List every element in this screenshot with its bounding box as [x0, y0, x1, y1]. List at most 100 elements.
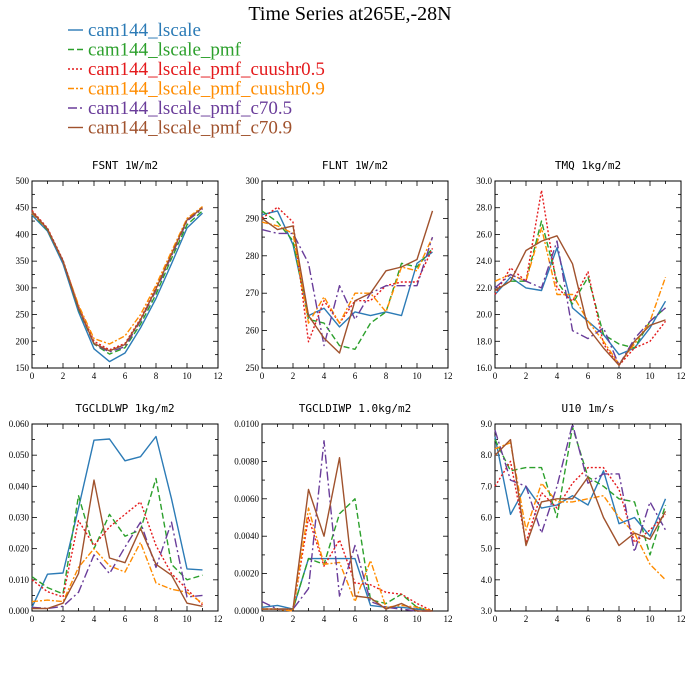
legend-label: cam144_lscale_pmf	[88, 40, 242, 61]
series-line	[262, 507, 433, 612]
legend-label: cam144_lscale_pmf_c70.5	[88, 98, 292, 119]
x-tick-label: 10	[413, 371, 423, 381]
series-line	[31, 208, 203, 353]
x-tick-label: 4	[92, 371, 97, 381]
series-line	[261, 210, 434, 350]
y-tick-label: 7.0	[481, 481, 493, 491]
x-tick-label: 6	[586, 371, 591, 381]
series-line	[494, 227, 667, 365]
y-tick-label: 0.0040	[234, 531, 259, 541]
x-tick-label: 4	[322, 614, 327, 624]
chart-panel: U10 1m/s 0 2 4 6 8 10 12 3.0 4.0 5.0 6.0 7.0 8.0 9.0	[481, 402, 686, 624]
series-line	[262, 498, 433, 612]
y-tick-label: 270	[246, 288, 260, 298]
series-line	[494, 423, 667, 553]
y-tick-label: 500	[16, 176, 30, 186]
panel-title: FSNT 1W/m2	[92, 159, 158, 172]
series-line	[261, 228, 434, 347]
y-tick-label: 250	[246, 363, 260, 373]
chart-panel: TGCLDIWP 1.0kg/m2 0 2 4 6 8 10 12 0.0000 0.0020 0.…	[234, 402, 452, 624]
chart-panel: FLNT 1W/m2 0 2 4 6 8 10 12 250 260 270 280 290 300	[246, 159, 453, 381]
y-tick-label: 0.0080	[234, 456, 259, 466]
y-tick-label: 250	[16, 310, 30, 320]
x-tick-label: 2	[524, 614, 529, 624]
y-tick-label: 8.0	[481, 450, 493, 460]
series-line	[494, 235, 666, 366]
x-tick-label: 6	[123, 614, 128, 624]
y-tick-label: 450	[16, 203, 30, 213]
series-line	[494, 438, 667, 547]
y-tick-label: 16.0	[476, 363, 492, 373]
y-tick-label: 0.030	[9, 513, 30, 523]
chart-panel: TMQ 1kg/m2 0 2 4 6 8 10 12 16.0 18.0 20.0 22.0 24.0 2…	[476, 159, 685, 381]
y-tick-label: 280	[246, 251, 260, 261]
legend-item: cam144_lscale_pmf_c70.9	[68, 118, 292, 139]
legend-label: cam144_lscale_pmf_cuushr0.9	[88, 79, 325, 100]
y-tick-label: 200	[16, 336, 30, 346]
x-tick-label: 0	[493, 371, 498, 381]
series-line	[261, 557, 433, 612]
series-line	[494, 460, 666, 544]
y-tick-label: 0.020	[9, 544, 30, 554]
x-tick-label: 4	[555, 371, 560, 381]
y-tick-label: 26.0	[476, 229, 492, 239]
legend-label: cam144_lscale_pmf_c70.9	[88, 118, 292, 139]
x-tick-label: 8	[617, 371, 622, 381]
series-line	[31, 477, 203, 595]
series-line	[261, 221, 434, 324]
x-tick-label: 4	[555, 614, 560, 624]
plot-frame	[494, 423, 682, 612]
panel-title: TMQ 1kg/m2	[555, 159, 621, 172]
y-tick-label: 0.040	[9, 481, 30, 491]
y-tick-label: 20.0	[476, 310, 492, 320]
y-tick-label: 300	[16, 283, 30, 293]
series-line	[31, 501, 203, 606]
series-line	[32, 479, 203, 610]
y-tick-label: 24.0	[476, 256, 492, 266]
x-tick-label: 0	[260, 371, 265, 381]
series-line	[261, 210, 433, 328]
y-tick-label: 260	[246, 326, 260, 336]
legend-item: cam144_lscale_pmf_c70.5	[68, 98, 292, 119]
series-line	[494, 247, 667, 356]
series-line	[31, 207, 203, 352]
x-tick-label: 4	[92, 614, 97, 624]
x-tick-label: 4	[322, 371, 327, 381]
series-line	[31, 435, 203, 608]
y-tick-label: 6.0	[481, 513, 493, 523]
x-tick-label: 12	[444, 614, 453, 624]
series-line	[31, 206, 203, 345]
y-tick-label: 350	[16, 256, 30, 266]
series-line	[31, 207, 203, 351]
x-tick-label: 12	[677, 614, 686, 624]
y-tick-label: 0.050	[9, 450, 30, 460]
x-tick-label: 2	[524, 371, 529, 381]
x-tick-label: 8	[384, 614, 389, 624]
x-tick-label: 10	[646, 614, 656, 624]
y-tick-label: 0.010	[9, 575, 30, 585]
x-tick-label: 10	[646, 371, 656, 381]
y-tick-label: 0.0060	[234, 494, 259, 504]
series-line	[31, 210, 203, 355]
x-tick-label: 12	[444, 371, 453, 381]
y-tick-label: 0.000	[9, 606, 30, 616]
x-tick-label: 0	[260, 614, 265, 624]
y-tick-label: 22.0	[476, 283, 492, 293]
x-tick-label: 12	[214, 614, 223, 624]
x-tick-label: 2	[61, 614, 66, 624]
y-tick-label: 0.0100	[234, 419, 259, 429]
legend-item: cam144_lscale_pmf	[68, 40, 242, 61]
x-tick-label: 6	[353, 371, 358, 381]
plot-frame	[31, 423, 219, 612]
panel-title: TGCLDLWP 1kg/m2	[75, 402, 174, 415]
x-tick-label: 8	[154, 614, 159, 624]
x-tick-label: 10	[183, 371, 193, 381]
legend-label: cam144_lscale	[88, 20, 201, 41]
x-tick-label: 10	[413, 614, 423, 624]
panel-title: U10 1m/s	[562, 402, 615, 415]
y-tick-label: 4.0	[481, 575, 493, 585]
x-tick-label: 10	[183, 614, 193, 624]
series-line	[261, 206, 434, 343]
y-tick-label: 300	[246, 176, 260, 186]
